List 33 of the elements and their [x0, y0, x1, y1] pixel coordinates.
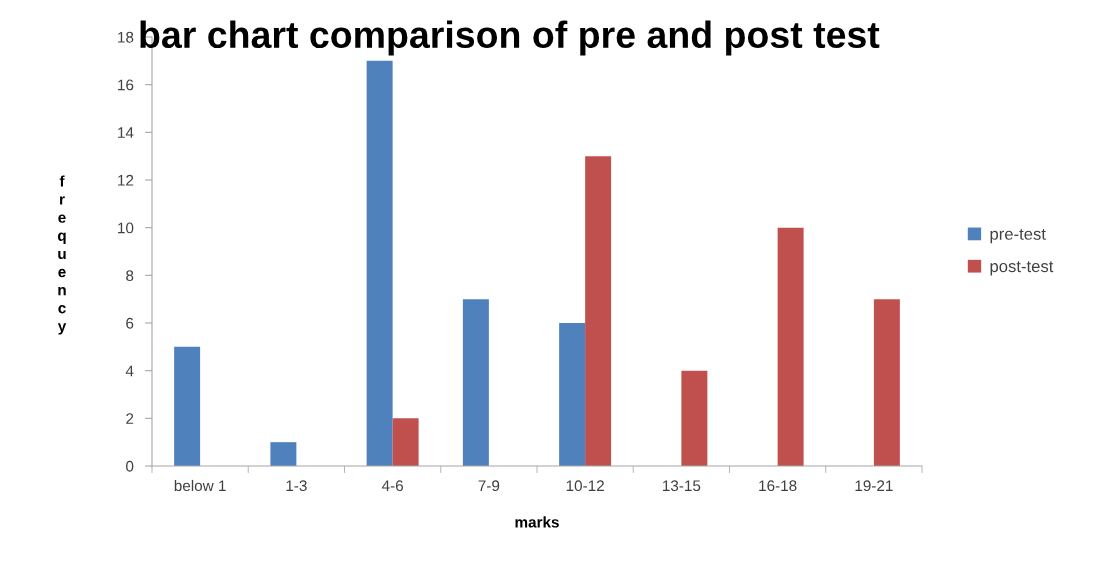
bar: [174, 346, 201, 466]
y-tick-label: 12: [118, 174, 134, 186]
bar: [873, 299, 900, 466]
y-tick-label: 18: [118, 31, 134, 43]
x-tick-label: 16-18: [759, 480, 797, 492]
bar: [681, 370, 708, 466]
x-tick-label: 7-9: [478, 480, 500, 492]
bar: [462, 299, 489, 466]
bar: [559, 323, 586, 466]
bar: [777, 227, 804, 466]
x-tick-label: 1-3: [286, 480, 307, 492]
y-tick-label: 8: [126, 270, 134, 282]
bar: [585, 156, 612, 466]
y-tick-label: 4: [125, 365, 134, 377]
x-tick-label: 13-15: [663, 480, 701, 492]
x-tick-label: 19-21: [855, 480, 893, 492]
bar: [366, 60, 393, 466]
x-tick-label: 10-12: [566, 480, 604, 492]
legend-label: post-test: [990, 261, 1054, 276]
y-tick-label: 6: [126, 317, 134, 329]
chart-title: bar chart comparison of pre and post test: [140, 20, 880, 56]
y-tick-label: 10: [118, 222, 134, 234]
y-tick-label: 14: [118, 127, 134, 138]
x-axis-title: marks: [515, 516, 559, 528]
x-tick-label: 4-6: [381, 480, 403, 492]
y-tick-label: 0: [126, 460, 134, 472]
y-tick-label: 16: [118, 79, 134, 91]
bar: [270, 442, 297, 466]
y-tick-label: 2: [126, 413, 134, 424]
text: frequency: [57, 175, 67, 335]
x-tick-label: below 1: [174, 479, 226, 492]
legend-label: pre-test: [990, 228, 1046, 244]
bar: [392, 418, 419, 466]
